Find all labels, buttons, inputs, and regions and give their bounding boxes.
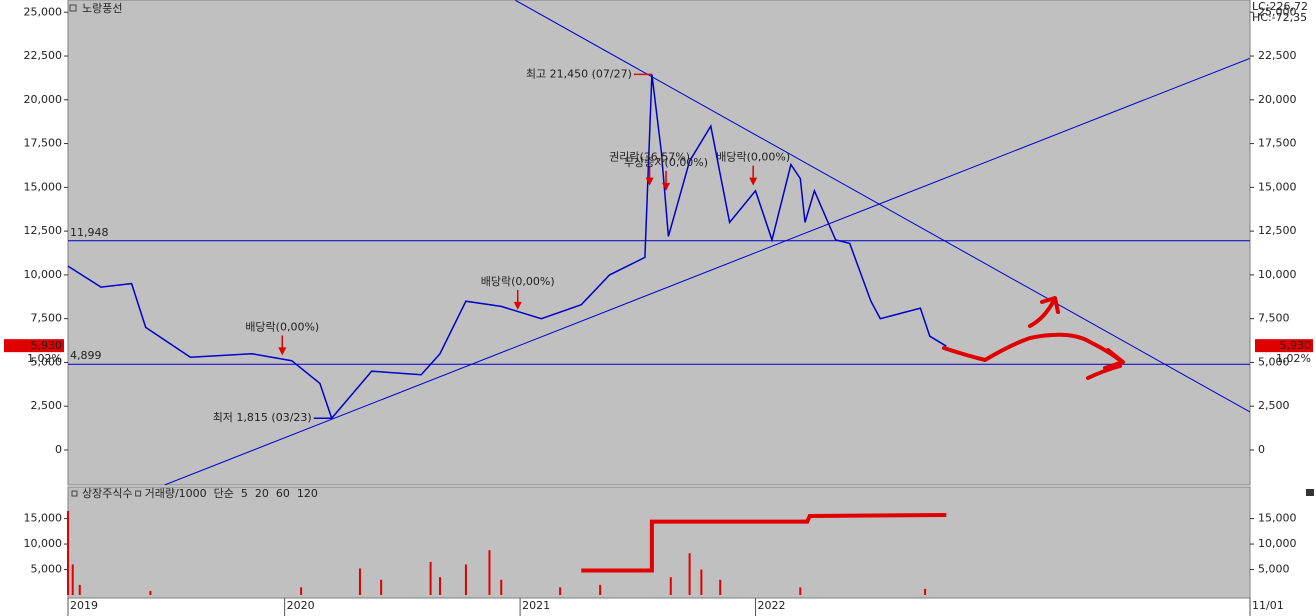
legend-entry: 거래량/1000 (145, 487, 207, 500)
volume-bar (799, 587, 802, 595)
arrow-tail (1086, 364, 1122, 380)
annotation: 최고 21,450 (07/27) (526, 67, 632, 80)
y-tick-label-right: 10,000 (1258, 268, 1297, 281)
last-price-tag (4, 339, 64, 353)
hand-drawn-arrows (942, 296, 1125, 380)
y-tick-label: 5,000 (31, 563, 63, 576)
volume-pane (67, 486, 1251, 599)
y-tick-label: 15,000 (24, 180, 63, 193)
annotation: 배당락(0,00%) (716, 151, 790, 164)
y-tick-label-right: 10,000 (1258, 537, 1297, 550)
volume-bar (358, 568, 361, 595)
last-price-label: 5,930 (31, 339, 63, 352)
volume-bar (488, 550, 491, 595)
y-tick-label-right: 12,500 (1258, 224, 1297, 237)
pane-icon (69, 4, 77, 12)
volume-bar (78, 584, 81, 595)
y-tick-label: 15,000 (24, 512, 63, 525)
x-tick-label: 11/01 (1252, 599, 1284, 612)
y-tick-label-right: 5,000 (1258, 355, 1290, 368)
y-tick-label: 2,500 (31, 399, 63, 412)
volume-bar (380, 579, 383, 595)
change-label: 1,02% (27, 352, 62, 365)
legend-entry: 60 (276, 487, 290, 500)
volume-bar (500, 579, 503, 595)
y-tick-label-right: 17,500 (1258, 137, 1297, 150)
x-tick-label: 2022 (758, 599, 786, 612)
volume-bar (719, 579, 722, 595)
volume-bar (71, 564, 74, 595)
y-tick-label: 10,000 (24, 268, 63, 281)
annotation: 무상증자(0,00%) (624, 156, 708, 169)
legend-icon (135, 490, 142, 497)
legend-entry: 상장주식수 (82, 487, 133, 500)
legend-icon (71, 490, 78, 497)
legend-entry: 120 (297, 487, 318, 500)
horizontal-line-label: 11,948 (70, 226, 109, 239)
arrow-head (1103, 348, 1125, 370)
volume-bar (599, 584, 602, 595)
volume-bar (700, 569, 703, 595)
y-tick-label-right: 0 (1258, 443, 1265, 456)
annotation-arrowhead (513, 301, 522, 310)
y-tick-label: 0 (55, 443, 62, 456)
y-tick-label: 22,500 (24, 49, 63, 62)
legend-entry: 20 (255, 487, 269, 500)
arrow-path (942, 332, 1124, 364)
y-tick-label-right: 15,000 (1258, 512, 1297, 525)
volume-bar (559, 587, 562, 595)
y-tick-label-right: 2,500 (1258, 399, 1290, 412)
x-tick-label: 2021 (522, 599, 550, 612)
horizontal-line-label: 4,899 (70, 349, 102, 362)
volume-bar (464, 564, 467, 595)
x-tick-label: 2020 (287, 599, 315, 612)
trend-line (515, 0, 1250, 413)
annotation-arrowhead (645, 177, 654, 186)
annotation: 배당락(0,00%) (245, 320, 319, 333)
volume-bar (439, 577, 442, 595)
y-tick-label-right: 20,000 (1258, 93, 1297, 106)
y-tick-label: 17,500 (24, 137, 63, 150)
legend-entry: 5 (241, 487, 248, 500)
y-tick-label: 20,000 (24, 93, 63, 106)
annotation-arrowhead (278, 347, 287, 356)
legend-entry: 단순 (214, 487, 234, 500)
y-tick-label-right: 5,000 (1258, 563, 1290, 576)
series-line (581, 513, 947, 573)
annotation: 최저 1,815 (03/23) (213, 411, 312, 424)
y-tick-label: 10,000 (24, 537, 63, 550)
y-tick-label-right: 15,000 (1258, 180, 1297, 193)
last-price-label: 5,930 (1280, 339, 1312, 352)
annotation: 배당락(0,00%) (481, 275, 555, 288)
y-tick-label-right: 25,000 (1258, 5, 1297, 18)
y-tick-label-right: 22,500 (1258, 49, 1297, 62)
volume-bar (67, 510, 69, 595)
volume-bar (149, 590, 152, 595)
y-tick-label: 25,000 (24, 5, 63, 18)
corner-label: LC:226,72 (1252, 0, 1308, 13)
trend-line (164, 57, 1250, 485)
volume-bar (688, 553, 691, 595)
y-tick-label: 12,500 (24, 224, 63, 237)
annotation-arrowhead (749, 177, 758, 186)
x-tick-label: 2019 (70, 599, 98, 612)
close-button[interactable] (1306, 489, 1314, 496)
volume-bar (924, 588, 927, 595)
chart-title: 노랑풍선 (82, 2, 122, 15)
last-price-tag (1255, 339, 1313, 353)
annotation-arrowhead (662, 182, 671, 191)
change-label: 1,02% (1276, 352, 1311, 365)
corner-label: HC:-72,35 (1252, 11, 1307, 24)
volume-bar (669, 577, 672, 595)
arrow-up (1028, 296, 1060, 328)
annotation: 권리락(36,57%) (609, 151, 690, 164)
volume-bar (300, 587, 303, 595)
y-tick-label-right: 7,500 (1258, 312, 1290, 325)
y-tick-label: 5,000 (31, 355, 63, 368)
volume-bar (429, 561, 432, 595)
y-tick-label: 7,500 (31, 312, 63, 325)
